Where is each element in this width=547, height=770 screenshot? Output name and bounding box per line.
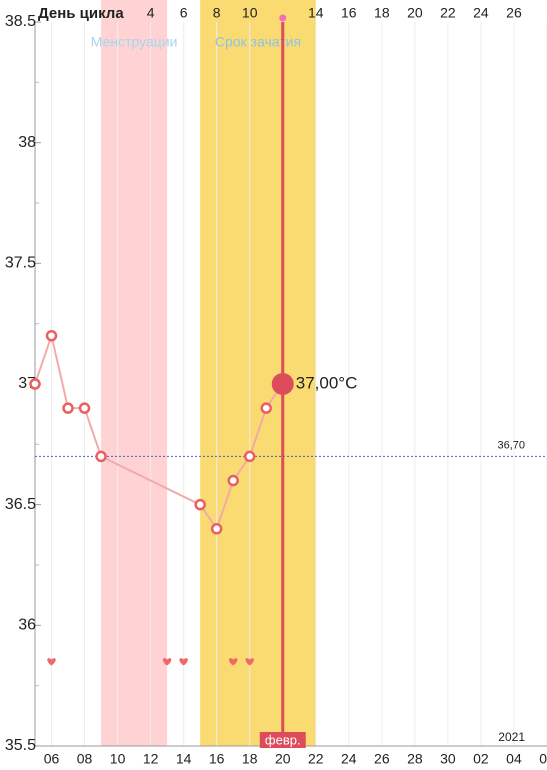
selected-label: 37,00°C xyxy=(296,373,358,392)
temperature-point xyxy=(227,474,239,487)
x-tick-label: 12 xyxy=(143,751,159,767)
x-tick-label: 14 xyxy=(176,751,192,767)
selected-point xyxy=(271,373,294,395)
x-tick-label: 02 xyxy=(473,751,489,767)
band xyxy=(200,0,316,746)
temperature-point xyxy=(243,450,256,463)
temperature-point xyxy=(194,498,206,511)
x-tick-label: 06 xyxy=(539,751,547,767)
heart xyxy=(179,658,188,666)
heart xyxy=(162,658,172,666)
band-label: Менструации xyxy=(91,34,178,50)
cover-line-label: 36,70 xyxy=(497,439,525,451)
x-tick-label: 20 xyxy=(275,751,291,767)
x-tick-label: 28 xyxy=(407,751,423,767)
top-tick-label: 10 xyxy=(242,5,258,21)
month-label-bg xyxy=(259,732,306,748)
temperature-point xyxy=(210,523,223,535)
selected-day-dot xyxy=(279,14,287,22)
y-tick-label: 38.5 xyxy=(5,13,36,30)
x-tick-label: 24 xyxy=(341,751,357,767)
top-tick-label: 14 xyxy=(308,5,324,21)
x-tick-label: 06 xyxy=(44,751,60,767)
x-tick-label: 30 xyxy=(440,751,456,767)
heart xyxy=(245,658,254,666)
bands xyxy=(101,0,316,746)
x-tick-label: 16 xyxy=(209,751,225,767)
band xyxy=(101,0,168,746)
top-tick-label: 24 xyxy=(473,5,489,21)
x-tick-label: 22 xyxy=(308,751,324,767)
year-label: 2021 xyxy=(498,730,525,744)
temperature-point xyxy=(78,402,91,414)
temperature-point xyxy=(45,329,58,342)
grid xyxy=(51,22,547,746)
month-label: февр. xyxy=(265,732,301,747)
y-tick-label: 38 xyxy=(18,134,36,151)
x-tick-label: 08 xyxy=(77,751,93,767)
temperature-point xyxy=(260,402,272,414)
x-tick-label: 04 xyxy=(506,751,522,767)
y-tick-label: 37.5 xyxy=(5,255,36,272)
band-label: Срок зачатия xyxy=(215,34,301,50)
top-tick-label: 4 xyxy=(147,5,155,21)
x-tick-label: 26 xyxy=(374,751,390,767)
top-tick-label: 16 xyxy=(341,5,357,21)
top-tick-label: 26 xyxy=(506,5,522,21)
x-tick-label: 10 xyxy=(110,751,126,767)
temperature-point xyxy=(95,450,107,463)
temperature-point xyxy=(29,378,41,390)
temperature-point xyxy=(62,402,74,414)
top-tick-label: 6 xyxy=(180,5,188,21)
top-tick-label: 20 xyxy=(407,5,423,21)
top-tick-label: 8 xyxy=(213,5,221,21)
heart xyxy=(228,658,238,666)
top-tick-label: 22 xyxy=(440,5,456,21)
heart xyxy=(47,658,56,666)
top-axis-title: День цикла xyxy=(38,5,124,22)
y-tick-label: 36.5 xyxy=(5,496,36,513)
x-tick-label: 18 xyxy=(242,751,258,767)
y-tick-label: 36 xyxy=(18,617,36,634)
top-tick-label: 18 xyxy=(374,5,390,21)
y-tick-label: 35.5 xyxy=(5,737,36,754)
